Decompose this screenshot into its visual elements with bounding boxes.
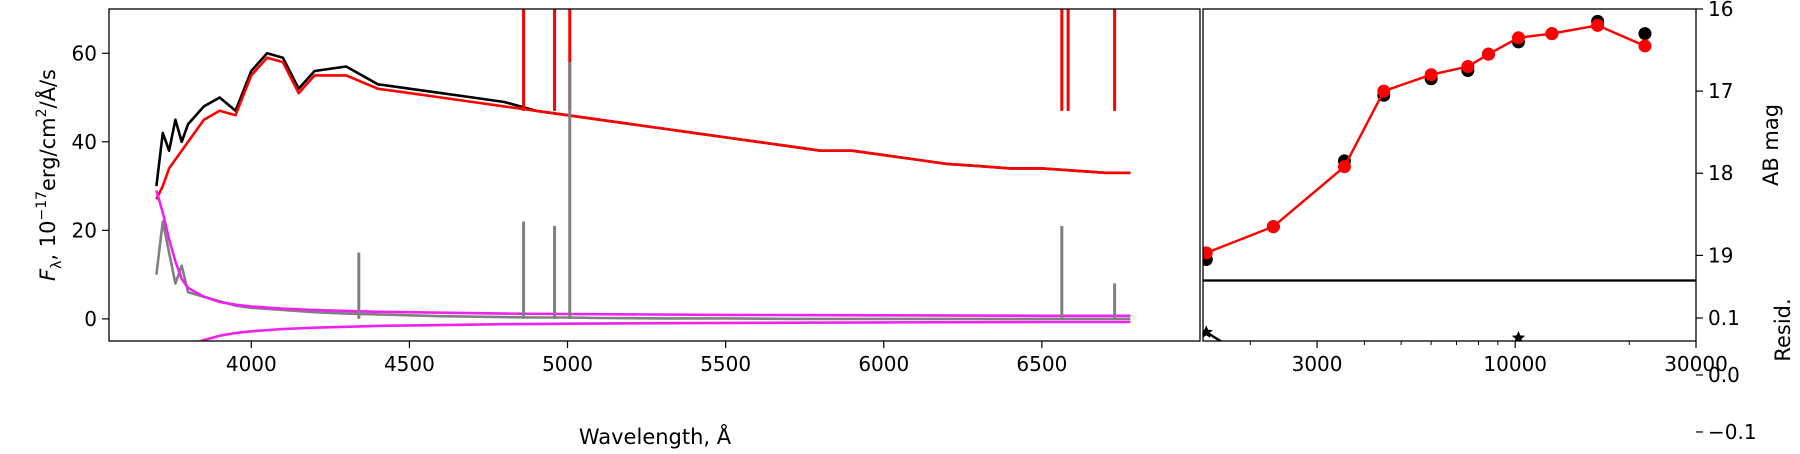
residual-xtick-label-3000: 3000 [1292,352,1343,376]
residual-point-0 [1203,325,1213,338]
model-magnitude-point-0 [1203,246,1213,260]
spectrum-xtick-label-6500: 6500 [1016,352,1067,376]
ylabel-post: /Å/s [34,69,60,108]
photometry-axes-frame [1202,8,1697,281]
model-magnitude-point-1 [1266,220,1280,234]
model-magnitude-point-5 [1461,59,1475,73]
residual-point-3 [1377,342,1390,355]
photometry-ytick-label-17: 17 [1708,79,1733,103]
observed-magnitude-point-10 [1638,27,1652,41]
residual-point-8 [1545,388,1558,401]
photometry-plot-area [1203,14,1652,266]
model-magnitude-point-10 [1638,39,1652,53]
spectrum-ytick-label-20: 20 [72,218,97,242]
model-magnitude-point-4 [1424,68,1438,82]
residual-xtick-label-30000: 30000 [1664,352,1728,376]
spectrum-ytick-label-40: 40 [72,130,97,154]
spectrum-xlabel: Wavelength, Å [579,423,732,449]
residual-point-5 [1461,384,1474,397]
photometry-ytick-label-18: 18 [1708,161,1733,185]
model-magnitude-point-8 [1545,27,1559,41]
residual-ytick-label-1: 0.0 [1708,363,1740,387]
spectrum-xtick-label-4500: 4500 [384,352,435,376]
photometry-ytick-label-16: 16 [1708,0,1733,21]
residual-point-4 [1425,366,1438,379]
spectrum-xtick-label-5500: 5500 [700,352,751,376]
residual-ylabel: Resid. [1771,298,1795,361]
model-magnitude-point-2 [1337,160,1351,174]
series-error-lower [197,320,1131,341]
ylabel-mid: erg/cm [36,117,60,191]
series-residual-spectrum [155,220,1131,321]
residual-point-7 [1511,331,1526,341]
model-magnitude-point-3 [1377,84,1391,98]
spectrum-ylabel: Fλ, 10−17erg/cm2/Å/s [34,69,65,281]
photometry-ylabel: AB mag [1759,104,1783,186]
photometry-ticks: 16 17 18 19 [1696,0,1733,267]
residual-line [1205,331,1522,341]
residual-point-1 [1267,366,1280,379]
model-magnitude-line [1205,24,1646,255]
spectrum-ticks: 4000 4500 5000 5500 6000 6500 0 20 40 60 [72,41,1068,376]
photometry-ytick-label-19: 19 [1708,243,1733,267]
spectrum-xtick-label-4000: 4000 [226,352,277,376]
ylabel-exponent-2: 2 [34,108,50,117]
residual-ytick-label-2: −0.1 [1708,420,1757,444]
residual-point-2 [1338,407,1351,420]
model-magnitude-point-7 [1511,31,1525,45]
series-error-upper [155,190,1131,318]
spectrum-ytick-label-60: 60 [72,41,97,65]
spectrum-xtick-label-6000: 6000 [858,352,909,376]
residual-point-9 [1591,402,1604,415]
residual-ticks: 0.1 0.0 −0.1 3000 10000 30000 [1249,306,1757,444]
ylabel-exponent: −17 [34,191,50,221]
residual-plot-area [1203,325,1604,420]
residual-ytick-label-0: 0.1 [1708,306,1740,330]
model-magnitude-point-6 [1481,47,1495,61]
spectrum-axes-frame [108,8,1201,342]
residual-xtick-label-10000: 10000 [1483,352,1547,376]
residual-axes-frame [1202,280,1697,342]
spectrum-ytick-label-0: 0 [84,307,97,331]
spectrum-xtick-label-5000: 5000 [542,352,593,376]
ylabel-pre: , 10 [36,221,60,261]
ylabel-subscript: λ [49,261,65,269]
model-magnitude-point-9 [1591,18,1605,32]
series-model-spectrum [155,56,1131,200]
spectrum-plot-area [155,9,1131,341]
ylabel-symbol: F [36,268,60,281]
